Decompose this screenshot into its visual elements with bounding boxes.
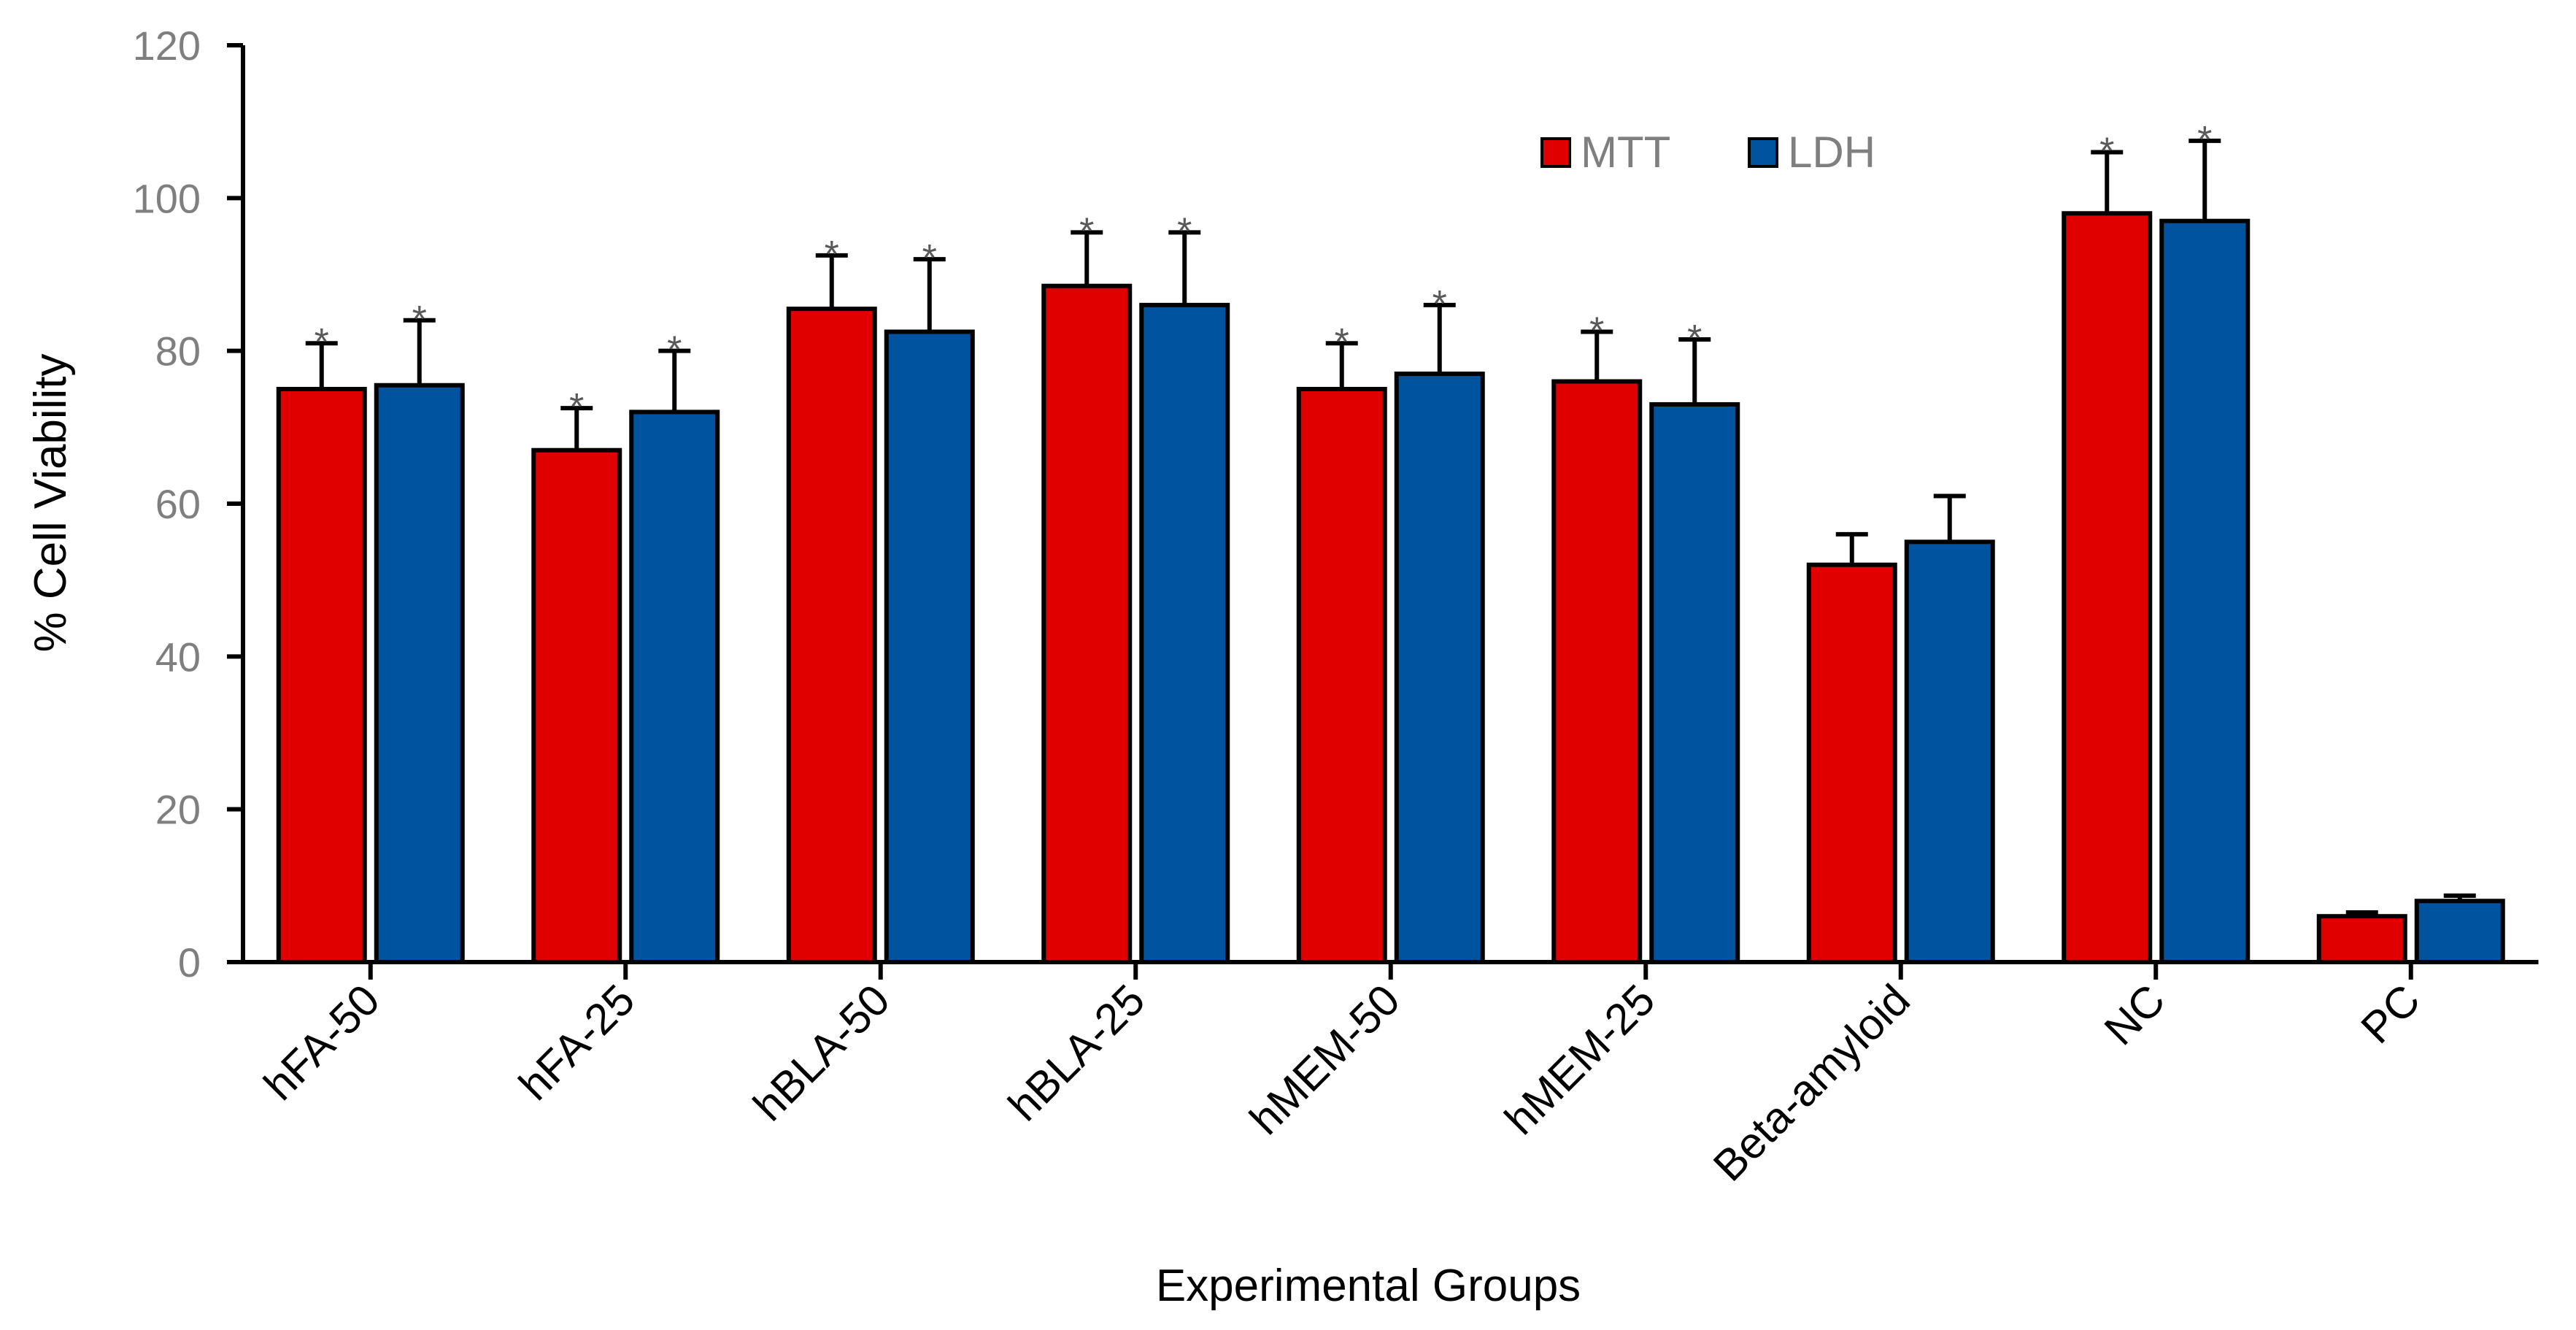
- bar-ldh-beta-amyloid: [1904, 539, 1995, 964]
- x-tick-label-pc: PC: [2352, 975, 2429, 1053]
- significance-ldh-hmem-25: *: [1687, 318, 1702, 360]
- bar-mtt-hfa-50: [276, 387, 367, 964]
- y-tick-label-0: 0: [178, 939, 201, 985]
- significance-ldh-nc: *: [2197, 119, 2212, 161]
- significance-mtt-hfa-50: *: [315, 321, 329, 364]
- bar-ldh-hbla-25: [1139, 302, 1230, 965]
- y-tick-label-100: 100: [133, 175, 201, 221]
- significance-ldh-hmem-50: *: [1432, 283, 1447, 326]
- bar-mtt-pc: [2316, 914, 2407, 964]
- significance-layer: * * * * * * * * * * * * * *: [315, 119, 2213, 428]
- bar-mtt-hbla-50: [786, 307, 877, 965]
- x-tick-label-beta-amyloid: Beta-amyloid: [1704, 975, 1919, 1191]
- x-tick-label-hbla-50: hBLA-50: [744, 975, 898, 1130]
- x-tick-label-hmem-50: hMEM-50: [1241, 975, 1409, 1144]
- bar-ldh-nc: [2159, 218, 2251, 964]
- y-tick-labels: 0 20 40 60 80 100 120: [133, 23, 201, 985]
- x-tick-label-hmem-25: hMEM-25: [1495, 975, 1664, 1144]
- legend-label-mtt: MTT: [1581, 128, 1670, 177]
- x-tick-label-hbla-25: hBLA-25: [999, 975, 1154, 1130]
- bar-ldh-pc: [2414, 899, 2505, 965]
- bar-mtt-hmem-50: [1296, 387, 1387, 964]
- significance-ldh-hbla-25: *: [1177, 210, 1192, 253]
- bar-ldh-hfa-50: [374, 383, 465, 964]
- y-tick-label-60: 60: [155, 481, 201, 527]
- significance-ldh-hfa-25: *: [667, 329, 682, 372]
- bar-mtt-nc: [2062, 211, 2153, 964]
- significance-ldh-hbla-50: *: [922, 237, 937, 280]
- legend: MTT LDH: [1540, 128, 1875, 177]
- x-tick-label-hfa-25: hFA-25: [509, 975, 644, 1110]
- bars-layer: [276, 211, 2505, 965]
- bar-ldh-hmem-25: [1649, 401, 1740, 964]
- significance-mtt-hbla-25: *: [1079, 210, 1094, 253]
- x-tick-label-nc: NC: [2095, 975, 2175, 1055]
- bar-mtt-hfa-25: [531, 447, 622, 964]
- bar-ldh-hfa-25: [629, 410, 720, 964]
- bar-ldh-hbla-50: [884, 329, 975, 964]
- y-tick-label-40: 40: [155, 634, 201, 680]
- x-tick-labels: hFA-50 hFA-25 hBLA-50 hBLA-25 hMEM-50 hMEM-25…: [255, 975, 2429, 1191]
- significance-ldh-hfa-50: *: [412, 299, 427, 341]
- error-bars-layer: [305, 138, 2476, 917]
- significance-mtt-hmem-50: *: [1335, 321, 1349, 364]
- y-tick-label-20: 20: [155, 787, 201, 833]
- bar-mtt-hmem-25: [1551, 379, 1643, 964]
- bar-mtt-hbla-25: [1041, 283, 1133, 964]
- bar-ldh-hmem-50: [1394, 372, 1485, 964]
- bar-mtt-beta-amyloid: [1806, 562, 1897, 964]
- significance-mtt-hfa-25: *: [569, 386, 584, 428]
- x-tick-label-hfa-50: hFA-50: [255, 975, 389, 1110]
- significance-mtt-hbla-50: *: [825, 234, 839, 276]
- legend-swatch-ldh: [1748, 137, 1778, 168]
- y-axis-title: % Cell Viability: [26, 354, 76, 653]
- significance-mtt-hmem-25: *: [1589, 310, 1604, 353]
- y-tick-label-120: 120: [133, 23, 201, 69]
- significance-mtt-nc: *: [2099, 131, 2114, 173]
- legend-swatch-mtt: [1540, 137, 1571, 168]
- y-tick-label-80: 80: [155, 328, 201, 374]
- legend-label-ldh: LDH: [1788, 128, 1875, 177]
- axes-layer: [227, 43, 2539, 980]
- x-axis-title: Experimental Groups: [1156, 1261, 1581, 1311]
